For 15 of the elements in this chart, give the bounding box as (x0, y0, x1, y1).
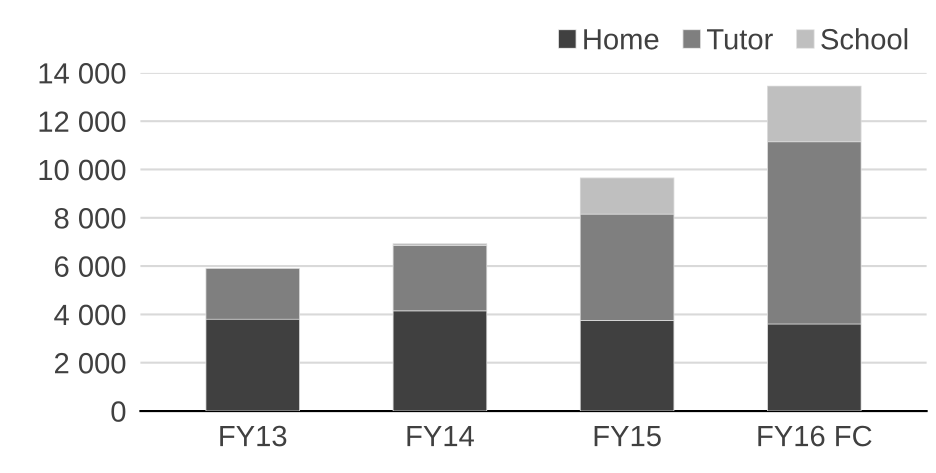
x-tick-label: FY16 FC (758, 426, 872, 446)
x-tick-label: FY14 (407, 426, 474, 446)
y-tick-label: 8 000 (54, 208, 126, 229)
y-tick-label: 14 000 (40, 63, 126, 84)
legend-label: School (821, 28, 908, 50)
y-tick-label: 4 000 (54, 304, 126, 326)
legend-label: Tutor (706, 29, 773, 50)
legend-label: Home (584, 29, 658, 50)
y-tick-label: 2 000 (55, 352, 126, 374)
x-tick-label: FY13 (220, 426, 286, 446)
y-tick-label: 12 000 (40, 111, 126, 132)
x-tick-label: FY15 (594, 426, 661, 446)
y-tick-label: 10 000 (40, 160, 126, 180)
y-tick-label: 0 (111, 401, 126, 422)
y-tick-label: 6 000 (55, 256, 126, 277)
